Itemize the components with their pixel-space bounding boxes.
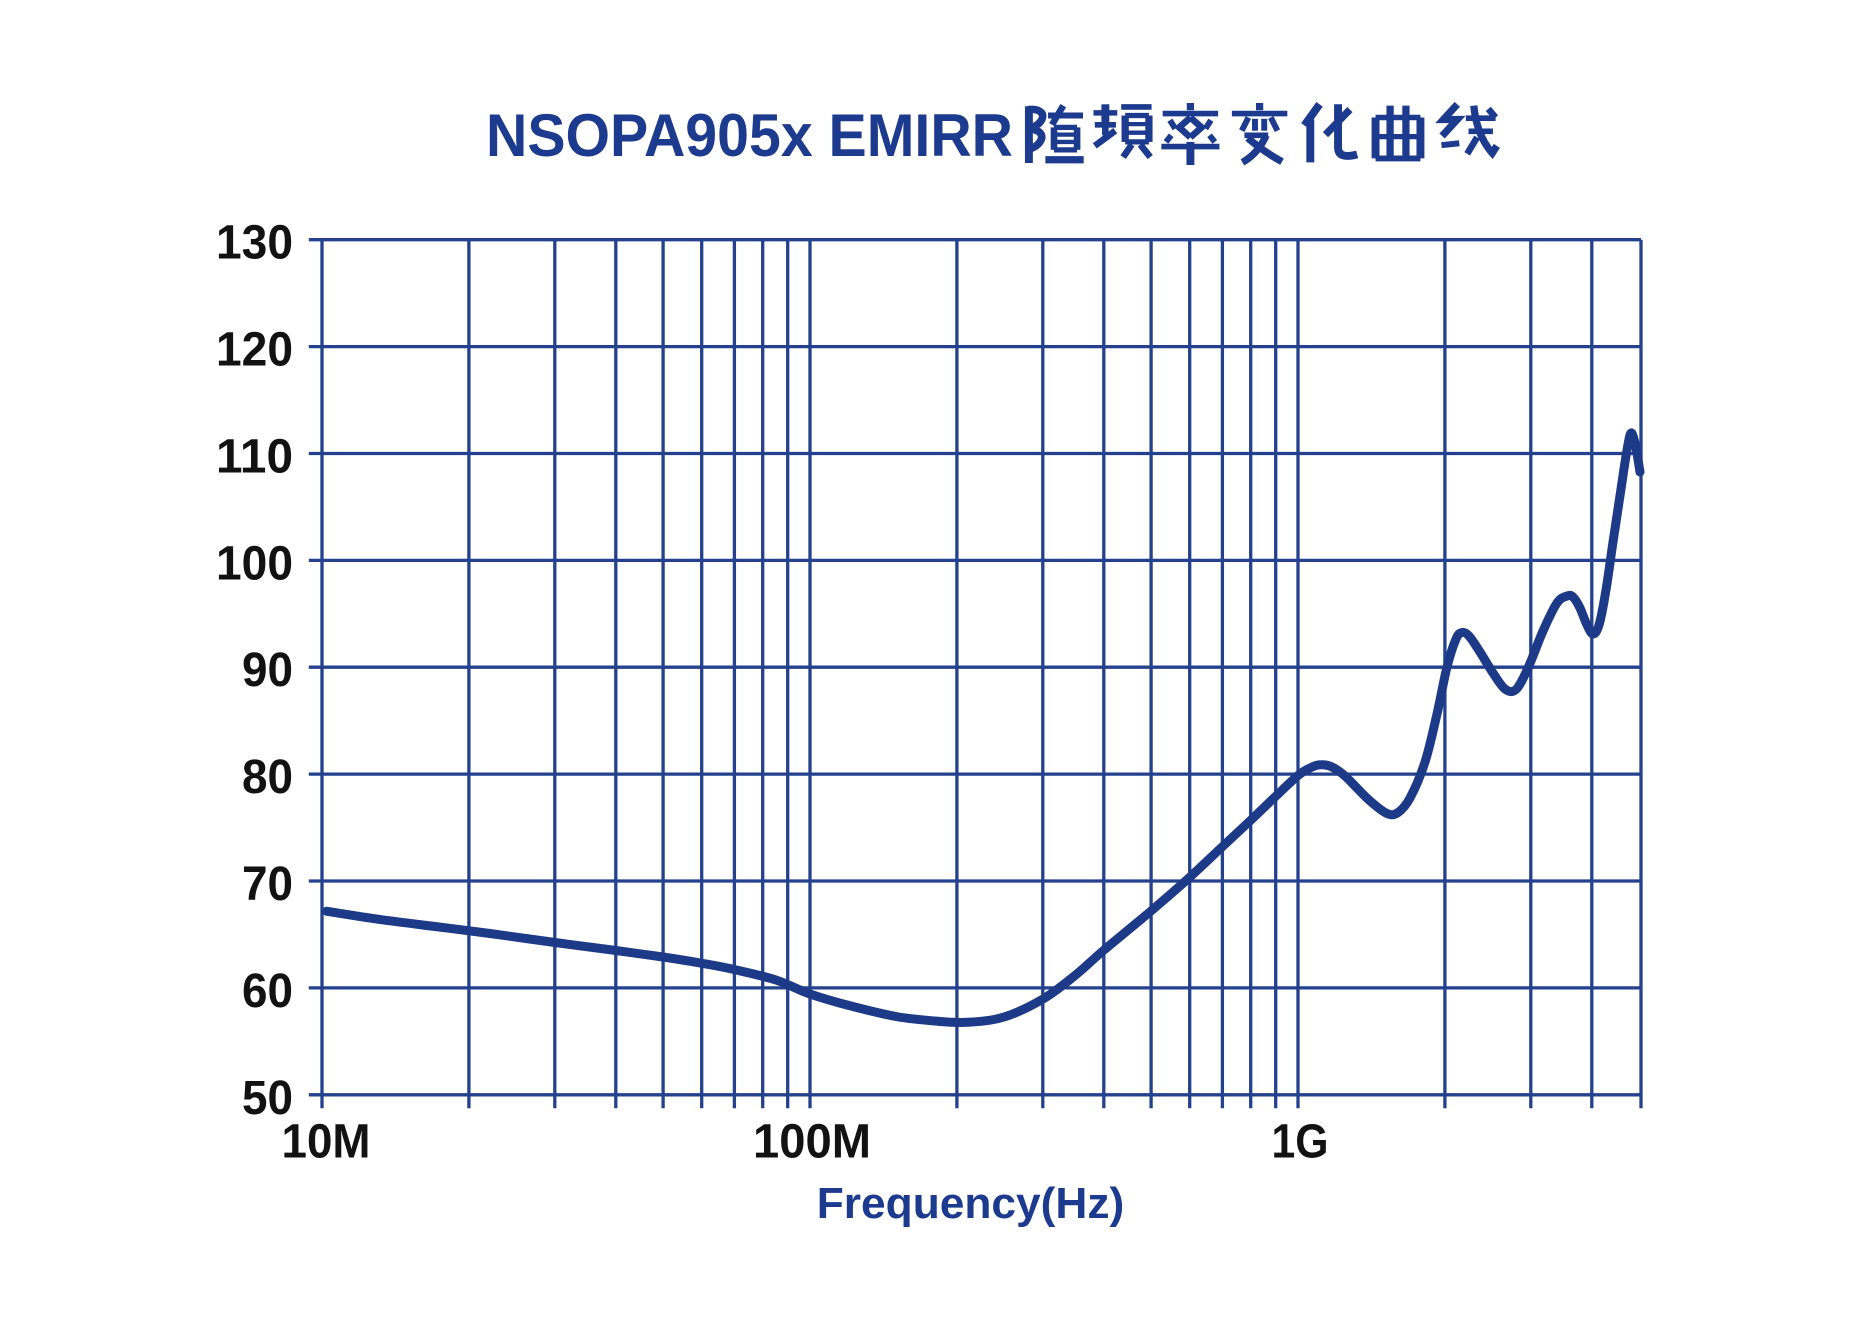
svg-text:100M: 100M [753,1116,871,1169]
svg-text:50: 50 [242,1072,293,1125]
svg-text:100: 100 [216,537,293,590]
svg-text:1G: 1G [1272,1116,1329,1169]
svg-text:80: 80 [242,751,293,804]
svg-text:120: 120 [216,324,293,377]
svg-text:90: 90 [242,644,293,697]
svg-text:Frequency(Hz): Frequency(Hz) [817,1180,1125,1228]
svg-text:NSOPA905x EMIRR: NSOPA905x EMIRR [486,101,1013,169]
svg-text:70: 70 [242,858,293,911]
svg-text:110: 110 [216,431,293,484]
svg-text:10M: 10M [282,1116,371,1169]
svg-text:130: 130 [216,217,293,270]
svg-text:60: 60 [242,965,293,1018]
